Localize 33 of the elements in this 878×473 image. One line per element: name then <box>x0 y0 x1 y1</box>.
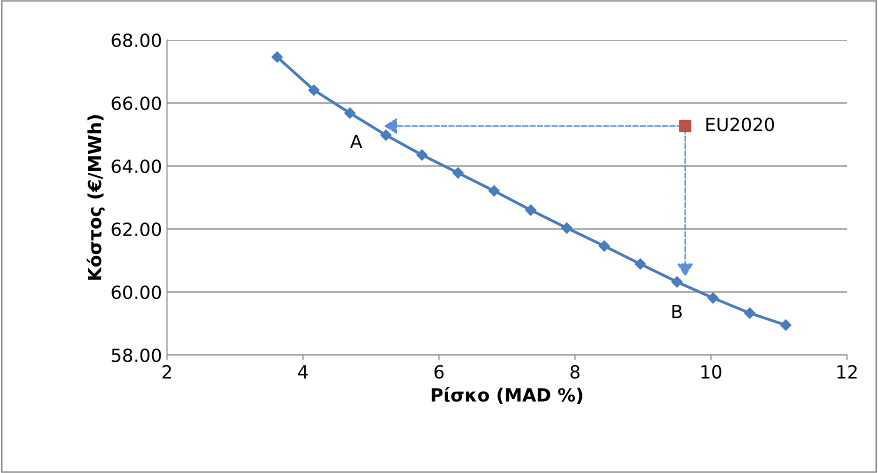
series-label: EU2020 <box>706 118 774 132</box>
point <box>344 107 356 119</box>
point <box>744 308 756 319</box>
point <box>598 240 610 252</box>
point <box>488 185 500 196</box>
x-tick-label: 6 <box>434 365 444 379</box>
point <box>634 258 646 270</box>
annotation: B <box>672 304 682 318</box>
point <box>380 130 392 141</box>
y-tick-label: 60.00 <box>112 285 161 300</box>
x-tick-label: 2 <box>162 365 171 378</box>
y-tick-label: 68.00 <box>112 33 161 48</box>
point <box>525 204 536 216</box>
x-tick-label: 8 <box>570 365 580 379</box>
y-tick-label: 62.00 <box>112 222 161 236</box>
point <box>452 167 464 179</box>
point <box>679 120 692 132</box>
point <box>561 222 572 234</box>
x-axis-title: Ρίσκο (MAD %) <box>432 387 582 404</box>
point <box>308 84 320 96</box>
y-tick-label: 64.00 <box>112 159 161 174</box>
point <box>780 319 792 331</box>
point <box>671 276 683 288</box>
point <box>272 51 283 63</box>
y-axis-title: Κόστος (€/MWh) <box>86 115 105 280</box>
y-tick-label: 66.00 <box>112 96 161 110</box>
point <box>707 292 719 304</box>
point <box>416 149 428 161</box>
x-tick-label: 12 <box>837 365 857 378</box>
x-tick-label: 4 <box>298 365 308 378</box>
x-tick-label: 10 <box>701 365 722 379</box>
y-tick-label: 58.00 <box>112 348 161 362</box>
annotation: A <box>350 134 362 148</box>
